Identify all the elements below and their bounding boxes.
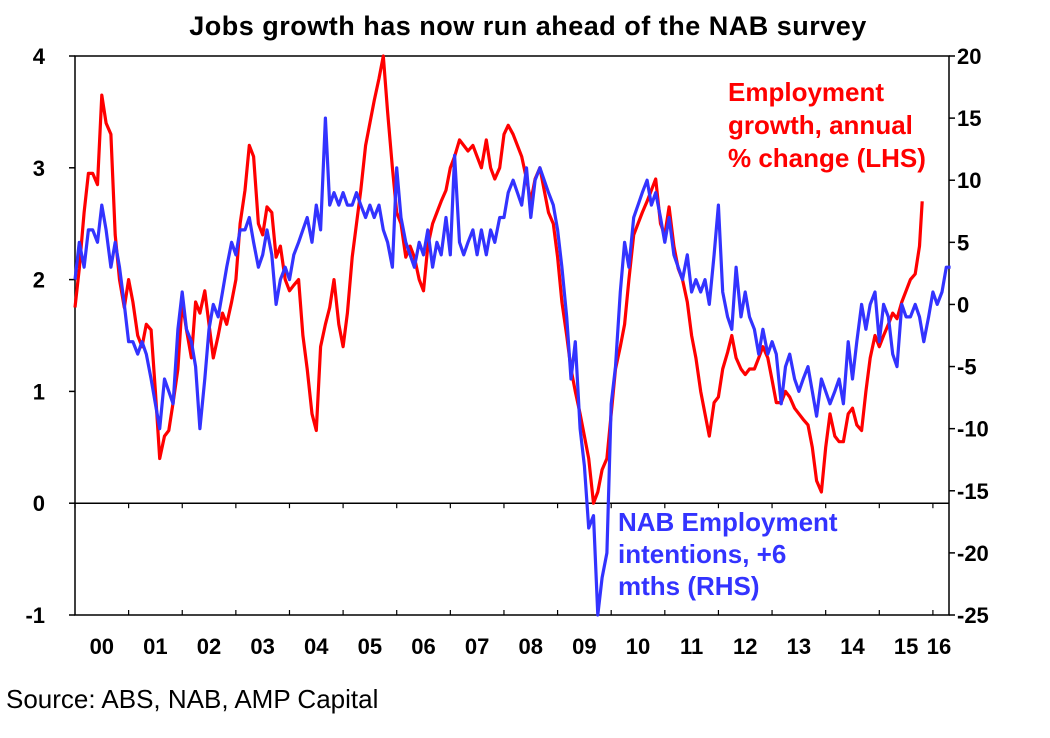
right-tick-label: 20 <box>957 44 981 69</box>
x-tick-label: 08 <box>519 634 543 659</box>
x-tick-label: 16 <box>927 634 951 659</box>
red-series-label: Employment growth, annual % change (LHS) <box>728 77 926 173</box>
x-tick-label: 03 <box>250 634 274 659</box>
right-tick-label: 10 <box>957 168 981 193</box>
blue-label-line-3: mths (RHS) <box>618 571 760 601</box>
right-tick-label: -5 <box>957 355 977 380</box>
right-tick-label: -20 <box>957 541 989 566</box>
x-tick-label: 09 <box>572 634 596 659</box>
x-tick-label: 13 <box>787 634 811 659</box>
x-tick-label: 15 <box>894 634 918 659</box>
x-tick-label: 02 <box>197 634 221 659</box>
x-tick-label: 00 <box>90 634 114 659</box>
source-note: Source: ABS, NAB, AMP Capital <box>6 684 379 714</box>
right-tick-label: 0 <box>957 292 969 317</box>
x-tick-label: 06 <box>411 634 435 659</box>
left-tick-label: 2 <box>33 268 45 293</box>
x-tick-label: 10 <box>626 634 650 659</box>
right-tick-label: 5 <box>957 230 969 255</box>
right-tick-label: -25 <box>957 603 989 628</box>
red-label-line-1: Employment <box>728 77 884 107</box>
red-label-line-3: % change (LHS) <box>728 143 926 173</box>
x-tick-label: 05 <box>358 634 382 659</box>
x-tick-label: 01 <box>143 634 167 659</box>
red-label-line-2: growth, annual <box>728 110 913 140</box>
x-tick-label: 12 <box>733 634 757 659</box>
right-tick-label: -10 <box>957 417 989 442</box>
right-tick-label: -15 <box>957 479 989 504</box>
x-tick-label: 14 <box>840 634 865 659</box>
right-tick-label: 15 <box>957 106 981 131</box>
plot-area <box>74 55 950 616</box>
blue-label-line-2: intentions, +6 <box>618 539 786 569</box>
blue-label-line-1: NAB Employment <box>618 507 838 537</box>
left-tick-label: 0 <box>33 491 45 516</box>
x-tick-label: 07 <box>465 634 489 659</box>
chart-title: Jobs growth has now run ahead of the NAB… <box>189 11 867 41</box>
left-tick-label: -1 <box>25 603 45 628</box>
left-tick-label: 1 <box>33 379 45 404</box>
blue-series-label: NAB Employment intentions, +6 mths (RHS) <box>618 507 845 601</box>
left-tick-label: 3 <box>33 156 45 181</box>
x-tick-label: 11 <box>680 634 703 659</box>
series-line-nab-intentions <box>73 116 951 617</box>
left-tick-label: 4 <box>33 44 46 69</box>
x-tick-label: 04 <box>304 634 329 659</box>
